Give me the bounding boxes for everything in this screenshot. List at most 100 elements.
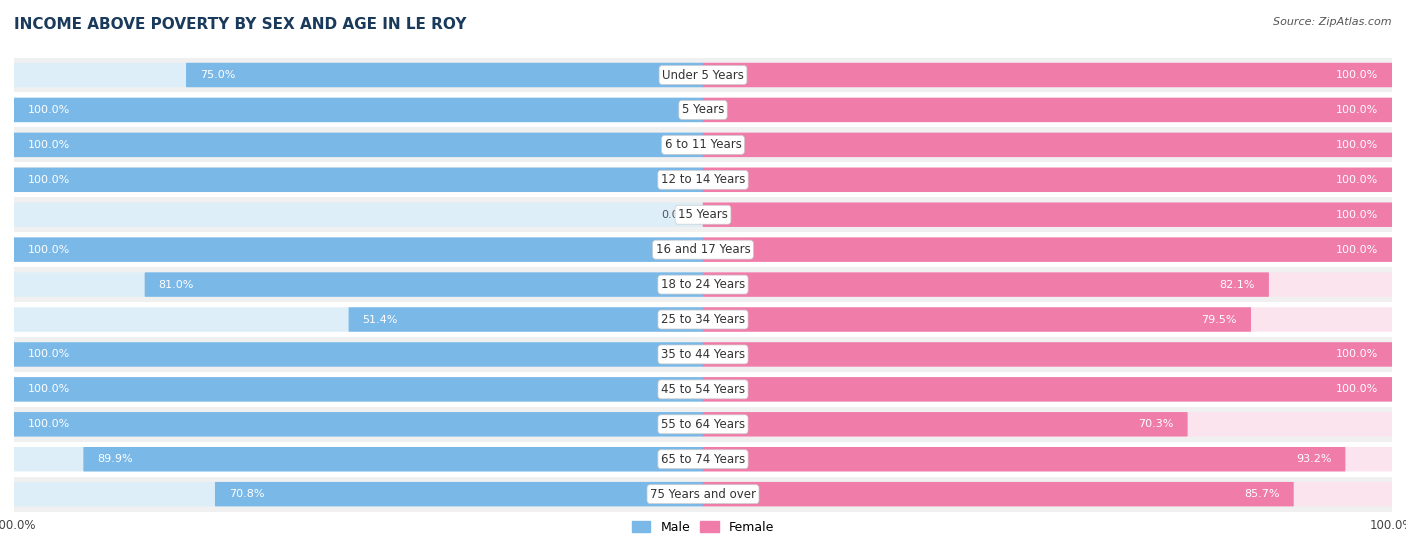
FancyBboxPatch shape <box>14 377 703 402</box>
FancyBboxPatch shape <box>14 133 703 157</box>
Text: 100.0%: 100.0% <box>1336 384 1378 395</box>
Text: 100.0%: 100.0% <box>1336 70 1378 80</box>
Text: Source: ZipAtlas.com: Source: ZipAtlas.com <box>1274 17 1392 27</box>
FancyBboxPatch shape <box>703 133 1392 157</box>
FancyBboxPatch shape <box>703 342 1392 367</box>
Text: 15 Years: 15 Years <box>678 208 728 221</box>
Text: 16 and 17 Years: 16 and 17 Years <box>655 243 751 256</box>
FancyBboxPatch shape <box>703 272 1268 297</box>
Text: 100.0%: 100.0% <box>1336 244 1378 254</box>
FancyBboxPatch shape <box>703 167 1392 192</box>
FancyBboxPatch shape <box>703 377 1392 402</box>
Text: 100.0%: 100.0% <box>1336 349 1378 359</box>
Legend: Male, Female: Male, Female <box>627 516 779 539</box>
Text: 100.0%: 100.0% <box>1336 210 1378 220</box>
Bar <box>14 127 1392 162</box>
Bar <box>14 198 1392 232</box>
FancyBboxPatch shape <box>703 447 1346 472</box>
Bar <box>14 57 1392 93</box>
FancyBboxPatch shape <box>14 342 703 367</box>
FancyBboxPatch shape <box>703 447 1392 472</box>
FancyBboxPatch shape <box>703 482 1294 506</box>
Text: 5 Years: 5 Years <box>682 103 724 117</box>
FancyBboxPatch shape <box>14 412 703 436</box>
Bar <box>14 93 1392 127</box>
FancyBboxPatch shape <box>83 447 703 472</box>
FancyBboxPatch shape <box>703 63 1392 87</box>
Text: 12 to 14 Years: 12 to 14 Years <box>661 174 745 186</box>
Bar <box>14 162 1392 198</box>
Text: 0.0%: 0.0% <box>661 210 689 220</box>
Text: 35 to 44 Years: 35 to 44 Years <box>661 348 745 361</box>
FancyBboxPatch shape <box>703 203 1392 227</box>
FancyBboxPatch shape <box>14 237 703 262</box>
FancyBboxPatch shape <box>14 98 703 122</box>
Text: 18 to 24 Years: 18 to 24 Years <box>661 278 745 291</box>
Text: 79.5%: 79.5% <box>1202 315 1237 325</box>
Text: 65 to 74 Years: 65 to 74 Years <box>661 453 745 466</box>
Text: 100.0%: 100.0% <box>28 175 70 185</box>
Text: 100.0%: 100.0% <box>1336 175 1378 185</box>
FancyBboxPatch shape <box>14 237 703 262</box>
FancyBboxPatch shape <box>14 377 703 402</box>
FancyBboxPatch shape <box>703 307 1251 332</box>
Text: 89.9%: 89.9% <box>97 454 134 464</box>
FancyBboxPatch shape <box>703 482 1392 506</box>
FancyBboxPatch shape <box>703 412 1392 436</box>
FancyBboxPatch shape <box>14 482 703 506</box>
Bar <box>14 267 1392 302</box>
FancyBboxPatch shape <box>703 377 1392 402</box>
FancyBboxPatch shape <box>14 203 703 227</box>
FancyBboxPatch shape <box>703 203 1392 227</box>
Text: 75.0%: 75.0% <box>200 70 235 80</box>
Text: 51.4%: 51.4% <box>363 315 398 325</box>
Text: INCOME ABOVE POVERTY BY SEX AND AGE IN LE ROY: INCOME ABOVE POVERTY BY SEX AND AGE IN L… <box>14 17 467 32</box>
Text: 100.0%: 100.0% <box>1336 140 1378 150</box>
FancyBboxPatch shape <box>703 307 1392 332</box>
FancyBboxPatch shape <box>703 272 1392 297</box>
Text: 93.2%: 93.2% <box>1296 454 1331 464</box>
Text: 55 to 64 Years: 55 to 64 Years <box>661 418 745 431</box>
FancyBboxPatch shape <box>703 412 1188 436</box>
Text: 25 to 34 Years: 25 to 34 Years <box>661 313 745 326</box>
FancyBboxPatch shape <box>703 98 1392 122</box>
Text: 45 to 54 Years: 45 to 54 Years <box>661 383 745 396</box>
Text: Under 5 Years: Under 5 Years <box>662 69 744 81</box>
Text: 6 to 11 Years: 6 to 11 Years <box>665 138 741 151</box>
Text: 100.0%: 100.0% <box>1336 105 1378 115</box>
Text: 70.3%: 70.3% <box>1139 419 1174 429</box>
Bar <box>14 232 1392 267</box>
Bar <box>14 337 1392 372</box>
FancyBboxPatch shape <box>703 133 1392 157</box>
FancyBboxPatch shape <box>703 63 1392 87</box>
FancyBboxPatch shape <box>14 447 703 472</box>
FancyBboxPatch shape <box>145 272 703 297</box>
FancyBboxPatch shape <box>703 98 1392 122</box>
Bar <box>14 442 1392 477</box>
FancyBboxPatch shape <box>703 342 1392 367</box>
Text: 82.1%: 82.1% <box>1219 280 1254 290</box>
FancyBboxPatch shape <box>14 342 703 367</box>
FancyBboxPatch shape <box>186 63 703 87</box>
Text: 100.0%: 100.0% <box>28 419 70 429</box>
FancyBboxPatch shape <box>14 412 703 436</box>
Bar <box>14 372 1392 407</box>
FancyBboxPatch shape <box>14 307 703 332</box>
Text: 100.0%: 100.0% <box>28 384 70 395</box>
Text: 81.0%: 81.0% <box>159 280 194 290</box>
FancyBboxPatch shape <box>14 167 703 192</box>
Bar <box>14 477 1392 512</box>
Text: 75 Years and over: 75 Years and over <box>650 488 756 501</box>
FancyBboxPatch shape <box>703 237 1392 262</box>
FancyBboxPatch shape <box>14 167 703 192</box>
FancyBboxPatch shape <box>703 237 1392 262</box>
Text: 85.7%: 85.7% <box>1244 489 1279 499</box>
Text: 100.0%: 100.0% <box>28 349 70 359</box>
Text: 70.8%: 70.8% <box>229 489 264 499</box>
Bar <box>14 302 1392 337</box>
Text: 100.0%: 100.0% <box>28 244 70 254</box>
FancyBboxPatch shape <box>703 167 1392 192</box>
FancyBboxPatch shape <box>14 133 703 157</box>
FancyBboxPatch shape <box>14 272 703 297</box>
FancyBboxPatch shape <box>14 63 703 87</box>
